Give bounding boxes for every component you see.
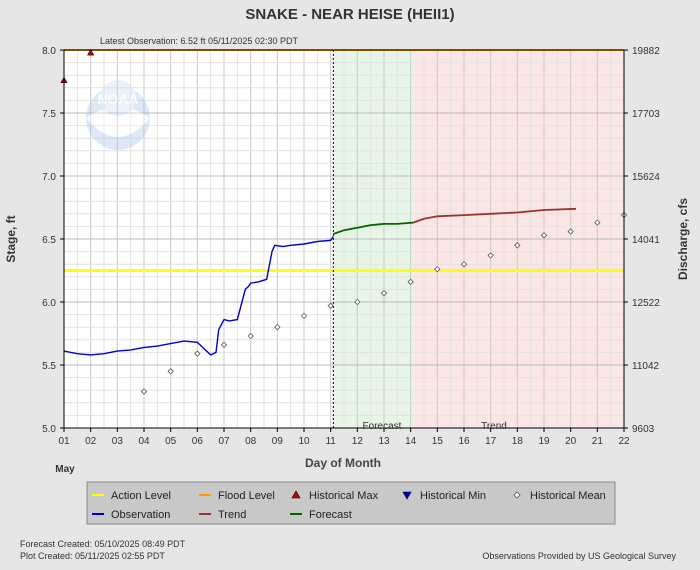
x-tick-label: 22 (618, 436, 630, 447)
legend-label-historical-mean: Historical Mean (530, 490, 606, 502)
y2-tick-label: 15624 (632, 172, 660, 183)
legend: Action Level Flood Level Historical Max His… (86, 481, 616, 525)
historical-mean-point (354, 298, 361, 306)
y2-tick-label: 9603 (632, 424, 655, 435)
y2-axis-label: Discharge, cfs (676, 198, 690, 280)
x-tick-label: 04 (138, 436, 150, 447)
legend-label-observation: Observation (111, 509, 170, 521)
historical-mean-point (567, 228, 574, 235)
legend-swatch-historical-mean (513, 491, 521, 499)
historical-mean-point (247, 332, 254, 340)
x-tick-label: 15 (432, 436, 444, 447)
x-tick-label: 11 (325, 436, 336, 447)
historical-mean-point (487, 252, 494, 259)
x-tick-label: 02 (85, 436, 97, 447)
x-tick-label: 21 (592, 436, 604, 447)
x-tick-label: 03 (112, 436, 124, 447)
legend-box (86, 481, 616, 525)
y-tick-label: 6.0 (42, 298, 56, 309)
y-tick-label: 7.5 (42, 109, 56, 120)
y2-tick-label: 19882 (632, 46, 660, 57)
y2-tick-label: 14041 (632, 235, 660, 246)
trend-region-label: Trend (481, 421, 507, 432)
historical-mean-point (194, 350, 201, 357)
noaa-logo-watermark: NOAA (86, 80, 150, 150)
series-forecast (332, 221, 414, 235)
historical-mean-point (594, 219, 601, 226)
y-tick-label: 5.5 (42, 361, 56, 372)
forecast-created-note: Forecast Created: 05/10/2025 08:49 PDT (20, 539, 186, 549)
series-trend (412, 207, 577, 224)
historical-mean-point (540, 232, 548, 239)
legend-label-historical-min: Historical Min (420, 490, 486, 502)
historical-mean-point (140, 388, 148, 395)
x-tick-label: 19 (538, 436, 550, 447)
legend-label-forecast: Forecast (309, 509, 352, 521)
y2-tick-label: 12522 (632, 298, 660, 309)
legend-label-trend: Trend (218, 509, 246, 521)
historical-mean-point (300, 312, 308, 320)
x-tick-label: 14 (405, 436, 417, 447)
y-tick-label: 6.5 (42, 235, 56, 246)
series-observation (63, 236, 334, 356)
x-tick-label: 13 (378, 436, 390, 447)
x-tick-label: 06 (192, 436, 204, 447)
latest-observation-label: Latest Observation: 6.52 ft 05/11/2025 0… (100, 36, 298, 46)
historical-max-point (87, 48, 95, 56)
legend-label-action-level: Action Level (111, 490, 171, 502)
month-label: May (55, 464, 75, 475)
y-tick-label: 5.0 (42, 424, 56, 435)
historical-mean-point (380, 290, 388, 297)
historical-mean-point (167, 368, 174, 375)
x-tick-label: 17 (485, 436, 497, 447)
historical-mean-point (407, 278, 414, 286)
x-tick-label: 12 (352, 436, 364, 447)
legend-label-historical-max: Historical Max (309, 490, 379, 502)
plot-created-note: Plot Created: 05/11/2025 02:55 PDT (20, 551, 165, 561)
historical-mean-point (327, 302, 334, 309)
y2-tick-label: 17703 (632, 109, 660, 120)
x-tick-label: 20 (565, 436, 577, 447)
x-tick-label: 18 (512, 436, 524, 447)
historical-mean-point (514, 242, 521, 249)
x-tick-label: 08 (245, 436, 257, 447)
data-provider-note: Observations Provided by US Geological S… (482, 551, 676, 561)
x-tick-label: 07 (218, 436, 230, 447)
y-axis-label: Stage, ft (4, 215, 18, 262)
y-tick-label: 7.0 (42, 172, 56, 183)
legend-swatch-historical-min (402, 491, 412, 500)
historical-mean-point (274, 324, 281, 331)
x-tick-label: 01 (58, 436, 70, 447)
legend-swatch-historical-max (291, 490, 301, 499)
historical-mean-point (220, 341, 228, 349)
historical-mean-point (434, 266, 441, 273)
x-axis-label: Day of Month (305, 456, 381, 470)
noaa-logo-text: NOAA (97, 91, 138, 107)
x-tick-label: 10 (298, 436, 310, 447)
chart-title: SNAKE - NEAR HEISE (HEII1) (245, 6, 454, 23)
forecast-region-label: Forecast (363, 421, 402, 432)
legend-label-flood-level: Flood Level (218, 490, 275, 502)
y-tick-label: 8.0 (42, 46, 56, 57)
x-tick-label: 05 (165, 436, 177, 447)
historical-mean-point (460, 261, 468, 268)
x-tick-label: 16 (458, 436, 470, 447)
y2-tick-label: 11042 (632, 361, 660, 372)
x-tick-label: 09 (272, 436, 284, 447)
